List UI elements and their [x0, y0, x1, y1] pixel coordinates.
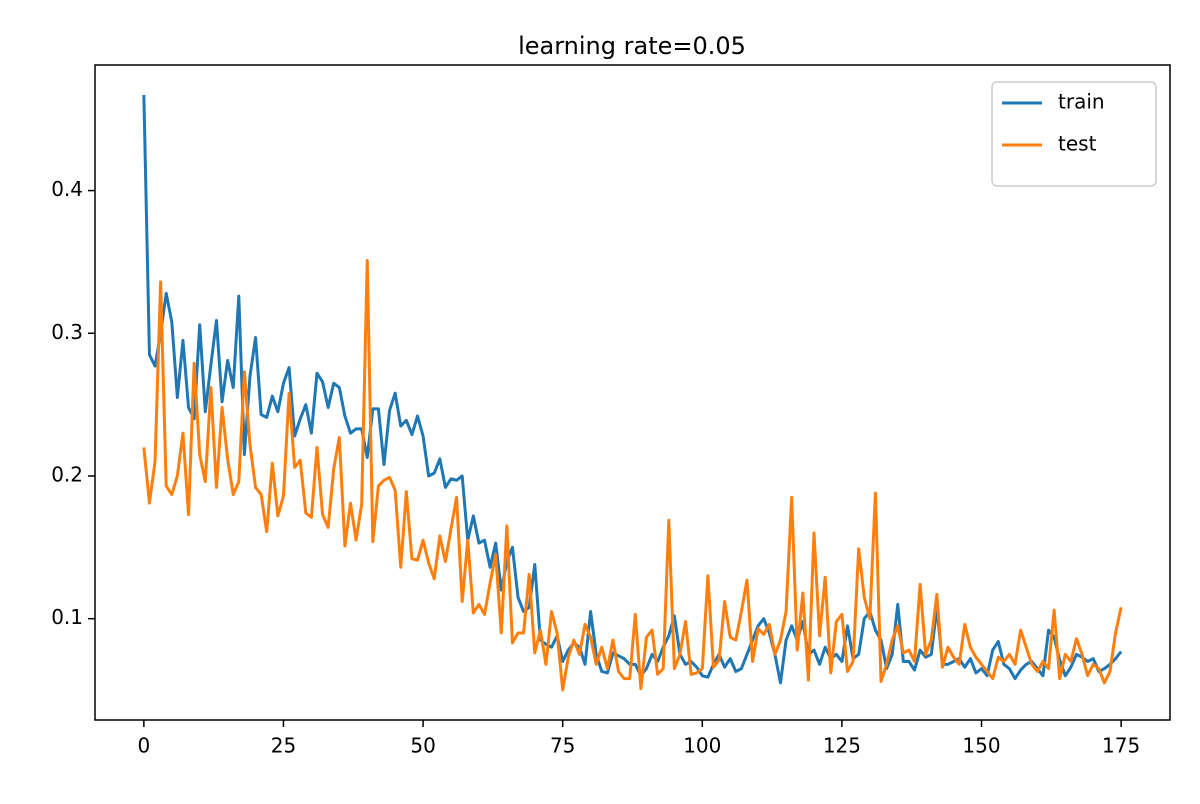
y-tick-label: 0.1 — [51, 605, 83, 629]
x-tick-label: 175 — [1102, 734, 1140, 758]
legend-label: train — [1058, 90, 1105, 114]
x-tick-label: 125 — [823, 734, 861, 758]
plot-frame — [94, 64, 1171, 721]
x-tick-label: 75 — [550, 734, 575, 758]
line-series — [142, 259, 1123, 692]
chart-title: learning rate=0.05 — [518, 32, 746, 60]
x-tick-label: 50 — [410, 734, 435, 758]
y-tick-label: 0.3 — [51, 320, 83, 344]
y-tick-label: 0.2 — [51, 462, 83, 486]
y-tick-label: 0.4 — [51, 177, 83, 201]
x-tick-label: 0 — [137, 734, 150, 758]
legend-label: test — [1058, 132, 1097, 156]
line-series — [142, 94, 1123, 685]
legend: train test — [991, 81, 1157, 187]
x-tick-label: 25 — [271, 734, 296, 758]
x-tick-label: 100 — [683, 734, 721, 758]
x-tick-label: 150 — [962, 734, 1000, 758]
legend-box — [991, 81, 1157, 187]
